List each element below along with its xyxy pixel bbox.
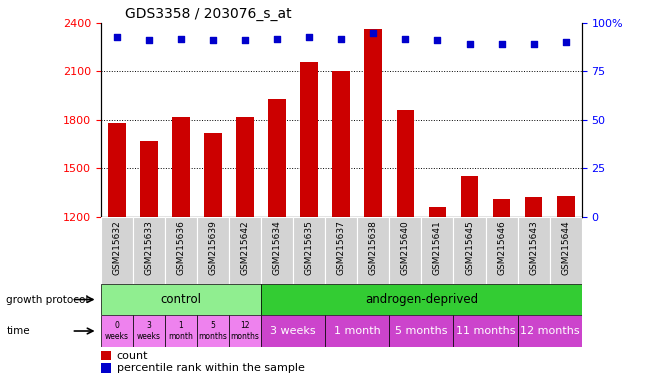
- Bar: [101, 363, 111, 373]
- Bar: [101, 351, 111, 361]
- Point: [272, 35, 282, 41]
- Bar: [461, 176, 478, 217]
- Bar: [517, 217, 550, 284]
- Bar: [550, 217, 582, 284]
- Bar: [454, 315, 517, 347]
- Point: [528, 41, 539, 47]
- Text: GSM215645: GSM215645: [465, 220, 474, 275]
- Bar: [325, 217, 358, 284]
- Bar: [454, 217, 486, 284]
- Text: GSM215639: GSM215639: [209, 220, 218, 275]
- Bar: [325, 315, 389, 347]
- Bar: [101, 315, 133, 347]
- Text: 3 weeks: 3 weeks: [270, 326, 316, 336]
- Text: GDS3358 / 203076_s_at: GDS3358 / 203076_s_at: [125, 7, 291, 21]
- Bar: [140, 141, 158, 217]
- Text: androgen-deprived: androgen-deprived: [365, 293, 478, 306]
- Point: [497, 41, 507, 47]
- Bar: [300, 62, 318, 217]
- Point: [240, 37, 250, 43]
- Bar: [332, 71, 350, 217]
- Text: 12 months: 12 months: [520, 326, 580, 336]
- Bar: [261, 217, 293, 284]
- Text: 1
month: 1 month: [168, 321, 193, 341]
- Point: [176, 35, 186, 41]
- Point: [208, 37, 218, 43]
- Bar: [101, 217, 133, 284]
- Point: [432, 37, 443, 43]
- Text: GSM215641: GSM215641: [433, 220, 442, 275]
- Text: GSM215635: GSM215635: [305, 220, 314, 275]
- Text: GSM215640: GSM215640: [401, 220, 410, 275]
- Text: 1 month: 1 month: [334, 326, 381, 336]
- Bar: [557, 195, 575, 217]
- Bar: [517, 315, 582, 347]
- Text: percentile rank within the sample: percentile rank within the sample: [116, 363, 304, 373]
- Text: time: time: [6, 326, 30, 336]
- Text: 3
weeks: 3 weeks: [137, 321, 161, 341]
- Point: [336, 35, 346, 41]
- Bar: [165, 217, 197, 284]
- Bar: [133, 217, 165, 284]
- Bar: [101, 284, 261, 315]
- Bar: [268, 99, 286, 217]
- Bar: [165, 315, 197, 347]
- Text: GSM215636: GSM215636: [176, 220, 185, 275]
- Bar: [525, 197, 543, 217]
- Bar: [261, 284, 582, 315]
- Bar: [493, 199, 510, 217]
- Bar: [365, 30, 382, 217]
- Text: growth protocol: growth protocol: [6, 295, 89, 305]
- Bar: [172, 117, 190, 217]
- Bar: [197, 315, 229, 347]
- Bar: [486, 217, 517, 284]
- Point: [464, 41, 474, 47]
- Bar: [229, 315, 261, 347]
- Text: GSM215643: GSM215643: [529, 220, 538, 275]
- Text: 5 months: 5 months: [395, 326, 448, 336]
- Text: GSM215632: GSM215632: [112, 220, 122, 275]
- Text: GSM215637: GSM215637: [337, 220, 346, 275]
- Point: [400, 35, 411, 41]
- Bar: [396, 110, 414, 217]
- Bar: [389, 217, 421, 284]
- Text: 0
weeks: 0 weeks: [105, 321, 129, 341]
- Bar: [236, 117, 254, 217]
- Point: [144, 37, 154, 43]
- Point: [304, 33, 315, 40]
- Point: [112, 33, 122, 40]
- Text: GSM215633: GSM215633: [144, 220, 153, 275]
- Point: [368, 30, 378, 36]
- Bar: [229, 217, 261, 284]
- Text: GSM215644: GSM215644: [561, 220, 570, 275]
- Bar: [358, 217, 389, 284]
- Bar: [428, 207, 447, 217]
- Text: GSM215646: GSM215646: [497, 220, 506, 275]
- Bar: [389, 315, 454, 347]
- Text: 5
months: 5 months: [198, 321, 228, 341]
- Bar: [133, 315, 165, 347]
- Text: GSM215642: GSM215642: [240, 220, 250, 275]
- Text: 12
months: 12 months: [231, 321, 259, 341]
- Bar: [108, 123, 125, 217]
- Bar: [421, 217, 454, 284]
- Bar: [293, 217, 325, 284]
- Bar: [261, 315, 325, 347]
- Text: GSM215634: GSM215634: [272, 220, 281, 275]
- Text: count: count: [116, 351, 148, 361]
- Text: 11 months: 11 months: [456, 326, 515, 336]
- Text: GSM215638: GSM215638: [369, 220, 378, 275]
- Bar: [204, 133, 222, 217]
- Bar: [197, 217, 229, 284]
- Text: control: control: [161, 293, 202, 306]
- Point: [560, 39, 571, 45]
